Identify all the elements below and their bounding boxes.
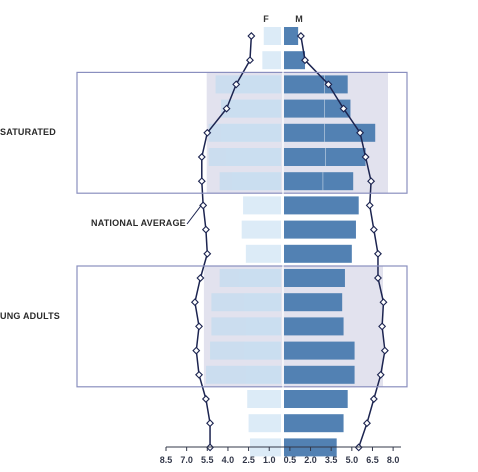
- national-male-point: [324, 80, 333, 89]
- female-bar: [248, 414, 281, 433]
- x-tick-label: 5.0: [346, 455, 359, 465]
- male-bar: [284, 99, 351, 118]
- national-male-point: [365, 201, 374, 210]
- national-female-point: [190, 298, 199, 307]
- female-bar: [263, 27, 281, 45]
- group-label-saturated: SATURATED: [0, 127, 56, 137]
- national-male-point: [369, 395, 378, 403]
- national-female-point: [195, 322, 204, 331]
- national-male-point: [356, 128, 365, 137]
- national-male-point: [378, 322, 387, 331]
- national-male-point: [339, 104, 348, 113]
- x-tick-label: 4.0: [222, 455, 235, 465]
- national-female-point: [197, 177, 206, 186]
- national-female-point: [206, 419, 215, 428]
- x-tick-label: 3.5: [325, 455, 338, 465]
- national-female-point: [245, 56, 254, 65]
- national-male-point: [380, 346, 389, 355]
- national-female-point: [192, 346, 201, 355]
- national-female-point: [232, 80, 241, 89]
- highlight-female-bar: [215, 75, 281, 94]
- male-bar: [284, 390, 348, 408]
- national-average-label: NATIONAL AVERAGE: [91, 218, 186, 228]
- highlight-female-bar: [208, 123, 281, 142]
- highlight-female-bar: [211, 317, 281, 336]
- x-tick-label: 6.5: [366, 455, 379, 465]
- x-tick-label: 2.5: [242, 455, 255, 465]
- male-bar: [284, 27, 299, 45]
- male-bar: [284, 341, 355, 360]
- male-bar: [284, 123, 376, 142]
- national-female-point: [247, 32, 256, 40]
- national-female-point: [203, 249, 212, 258]
- male-bar: [284, 196, 359, 215]
- national-male-point: [296, 32, 305, 40]
- national-male-point: [301, 56, 310, 65]
- male-bar: [284, 293, 343, 312]
- x-tick-label: 7.0: [180, 455, 193, 465]
- national-male-point: [361, 153, 370, 161]
- annotation-leader: [186, 205, 202, 225]
- highlight-female-bar: [208, 148, 281, 166]
- national-female-point: [203, 128, 212, 137]
- x-tick-label: 1.0: [263, 455, 276, 465]
- national-male-line: [300, 35, 386, 448]
- national-female-point: [222, 104, 231, 113]
- group-label-young-adults: UNG ADULTS: [0, 311, 60, 321]
- national-male-point: [369, 225, 378, 234]
- national-female-point: [201, 225, 210, 234]
- national-female-line: [194, 35, 253, 448]
- national-female-point: [201, 395, 210, 403]
- female-bar: [243, 196, 281, 215]
- national-female-point: [197, 153, 206, 161]
- male-header: M: [295, 14, 303, 24]
- x-tick-label: 8.0: [387, 455, 400, 465]
- national-male-point: [373, 274, 382, 282]
- national-male-point: [379, 298, 388, 307]
- national-female-point: [195, 370, 204, 379]
- x-tick-label: 8.5: [160, 455, 173, 465]
- x-tick-label: 0.5: [284, 455, 297, 465]
- highlight-female-bar: [211, 293, 281, 312]
- female-header: F: [263, 14, 269, 24]
- female-bar: [262, 51, 281, 70]
- highlight-female-bar: [205, 365, 281, 384]
- highlight-frame: [76, 71, 408, 194]
- highlight-female-bar: [221, 99, 281, 118]
- national-male-point: [367, 177, 376, 186]
- male-bar: [284, 75, 348, 94]
- x-tick-label: 5.5: [201, 455, 214, 465]
- highlight-female-bar: [210, 341, 281, 360]
- male-bar: [284, 148, 366, 166]
- male-bar: [284, 172, 354, 191]
- male-bar: [284, 414, 344, 433]
- highlight-female-bar: [219, 172, 281, 191]
- male-bar: [284, 317, 344, 336]
- national-male-point: [376, 370, 385, 379]
- male-bar: [284, 269, 345, 287]
- national-male-point: [362, 419, 371, 428]
- x-tick-label: 2.0: [304, 455, 317, 465]
- national-female-point: [199, 201, 208, 210]
- national-male-point: [373, 249, 382, 258]
- female-bar: [241, 220, 281, 239]
- national-female-point: [196, 274, 205, 282]
- highlight-female-bar: [219, 269, 281, 287]
- male-bar: [284, 244, 352, 263]
- female-bar: [245, 244, 281, 263]
- male-bar: [284, 51, 306, 70]
- male-bar: [284, 365, 355, 384]
- female-bar: [247, 390, 281, 408]
- male-bar: [284, 220, 356, 239]
- highlight-frame: [76, 265, 408, 388]
